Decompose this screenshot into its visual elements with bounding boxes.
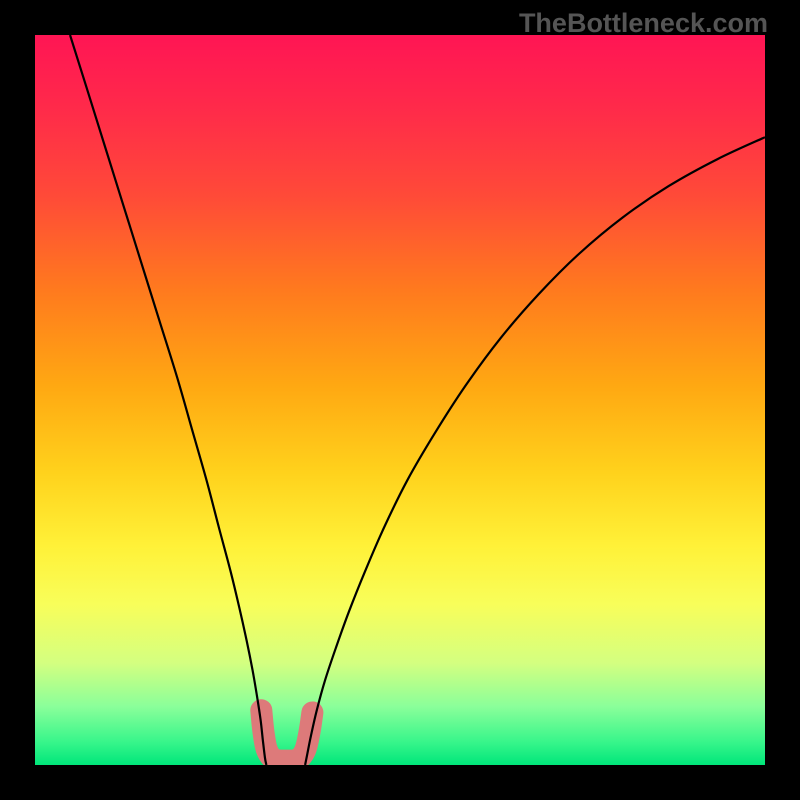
- curve-layer: [35, 35, 765, 765]
- right-performance-curve: [305, 137, 765, 765]
- plot-area: [35, 35, 765, 765]
- watermark-label: TheBottleneck.com: [519, 8, 768, 39]
- left-performance-curve: [70, 35, 266, 765]
- bottleneck-overlap-marker: [261, 710, 312, 760]
- chart-canvas: TheBottleneck.com: [0, 0, 800, 800]
